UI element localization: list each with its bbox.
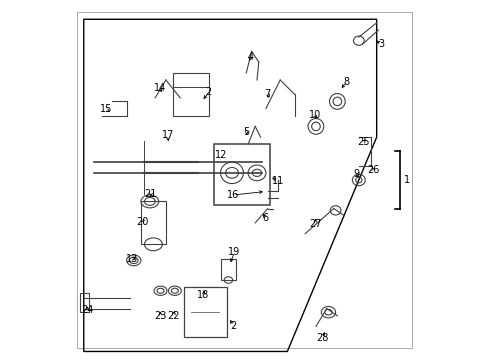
Text: 13: 13 <box>125 253 138 264</box>
Bar <box>221 258 235 280</box>
Text: 2: 2 <box>230 321 236 331</box>
Text: 20: 20 <box>136 217 148 227</box>
Text: 21: 21 <box>144 189 157 199</box>
Text: 2: 2 <box>205 87 211 98</box>
Text: 10: 10 <box>308 110 320 120</box>
Text: 25: 25 <box>356 138 368 148</box>
Text: 26: 26 <box>366 165 379 175</box>
Bar <box>173 73 208 116</box>
Text: 11: 11 <box>271 176 284 186</box>
Bar <box>183 287 226 337</box>
Text: 24: 24 <box>81 305 93 315</box>
Text: 18: 18 <box>197 290 209 300</box>
Text: 23: 23 <box>154 311 166 321</box>
Text: 5: 5 <box>243 127 249 137</box>
Text: 28: 28 <box>316 333 328 343</box>
Text: 16: 16 <box>226 190 239 200</box>
Bar <box>141 202 165 244</box>
Text: 17: 17 <box>161 130 174 140</box>
Text: 12: 12 <box>215 150 227 160</box>
Text: 6: 6 <box>263 213 268 223</box>
Text: 9: 9 <box>352 168 358 179</box>
Text: 1: 1 <box>403 175 409 185</box>
Text: 14: 14 <box>154 83 166 93</box>
Text: 7: 7 <box>264 89 270 99</box>
Bar <box>80 293 89 312</box>
Text: 19: 19 <box>228 247 240 257</box>
Text: 15: 15 <box>100 104 112 114</box>
Text: 3: 3 <box>378 39 384 49</box>
Text: 27: 27 <box>308 219 321 229</box>
Bar <box>214 144 269 205</box>
Text: 8: 8 <box>342 77 348 87</box>
Text: 22: 22 <box>167 311 180 321</box>
Text: 4: 4 <box>246 52 253 62</box>
